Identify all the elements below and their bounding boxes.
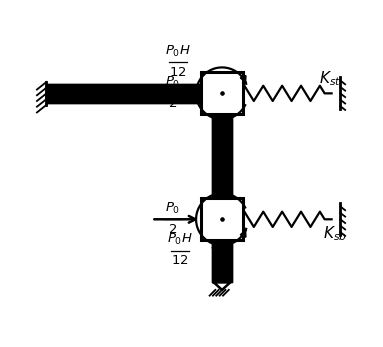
Bar xyxy=(201,73,243,115)
Text: $P_0$: $P_0$ xyxy=(165,75,180,90)
Text: $K_{sb}$: $K_{sb}$ xyxy=(323,225,347,243)
Text: $12$: $12$ xyxy=(171,254,189,267)
Bar xyxy=(201,198,243,240)
Text: $2$: $2$ xyxy=(168,97,177,110)
Text: $P_0H$: $P_0H$ xyxy=(167,232,193,247)
Bar xyxy=(201,73,243,115)
Text: $P_0H$: $P_0H$ xyxy=(165,43,191,59)
Text: $12$: $12$ xyxy=(169,66,187,78)
Bar xyxy=(201,198,243,240)
Text: $2$: $2$ xyxy=(168,223,177,236)
Text: $K_{st}$: $K_{st}$ xyxy=(319,69,341,88)
Text: $P_0$: $P_0$ xyxy=(165,201,180,216)
